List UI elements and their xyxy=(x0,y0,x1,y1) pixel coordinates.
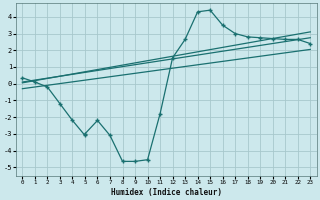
X-axis label: Humidex (Indice chaleur): Humidex (Indice chaleur) xyxy=(111,188,222,197)
